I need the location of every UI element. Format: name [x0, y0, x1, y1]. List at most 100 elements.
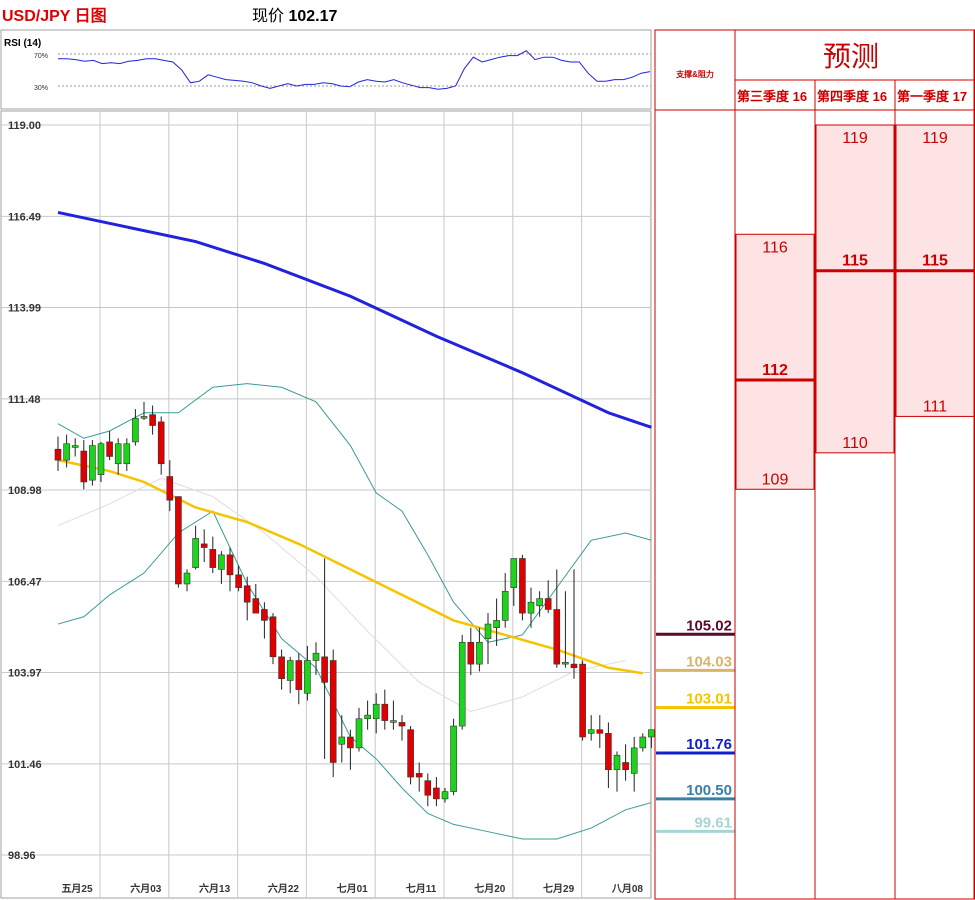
candle — [553, 569, 561, 668]
candle-body-up — [390, 720, 397, 723]
current-price-value: 102.17 — [288, 8, 338, 25]
candle — [80, 440, 88, 490]
candle-body-up — [355, 718, 363, 749]
candle — [200, 529, 208, 563]
candle-body-down — [579, 663, 586, 738]
candle — [519, 554, 526, 621]
candle-body-up — [587, 729, 595, 734]
y-tick-label: 101.46 — [8, 759, 42, 771]
candle — [622, 744, 629, 781]
chart-grid — [1, 111, 651, 898]
candle-body-down — [415, 773, 423, 778]
candle-body-up — [484, 623, 492, 639]
rsi-level-70: 70% — [34, 53, 48, 60]
candle — [97, 441, 105, 482]
candle-body-down — [407, 729, 414, 778]
forecast-low-value: 110 — [842, 435, 868, 452]
candle-body-up — [562, 662, 569, 665]
candle — [243, 576, 251, 621]
x-tick-label: 七月20 — [474, 882, 506, 895]
candle-body-down — [243, 585, 251, 603]
candle — [321, 558, 328, 759]
candle — [613, 751, 621, 792]
candle-body-up — [364, 714, 371, 720]
candle — [372, 693, 380, 734]
candle-body-down — [398, 722, 406, 727]
candle-body-down — [605, 733, 612, 771]
support-resistance-header: 支撑&阻力 — [675, 69, 714, 79]
candle-body-down — [200, 543, 208, 548]
candle-body-down — [295, 660, 303, 690]
rsi-panel: RSI (14) 70% 30% — [0, 29, 652, 110]
candle-body-up — [183, 572, 191, 585]
candle-body-up — [63, 443, 70, 461]
candle — [269, 613, 277, 665]
forecast-table: 预测 第三季度 16 116 112 109 第四季度 16 119 115 110 第一季度 … — [734, 29, 975, 900]
x-tick-label: 五月25 — [61, 883, 93, 895]
candle — [527, 587, 535, 628]
candle — [235, 565, 242, 592]
candle-body-down — [519, 558, 526, 614]
candle — [261, 602, 268, 639]
candle-body-up — [71, 445, 79, 448]
x-tick-label: 六月22 — [268, 882, 300, 895]
candle — [398, 715, 406, 741]
sr-level-value: 101.76 — [686, 736, 732, 753]
candle-body-down — [175, 496, 182, 585]
candle-body-up — [312, 652, 320, 661]
x-tick-label: 八月08 — [611, 883, 644, 895]
candle-body-down — [80, 450, 88, 483]
candle-body-up — [648, 729, 655, 738]
candle-body-down — [106, 441, 113, 457]
candle-body-up — [192, 538, 199, 568]
current-price: 现价 102.17 — [252, 2, 337, 26]
candle-body-up — [639, 736, 647, 749]
candle — [329, 649, 337, 778]
candle-body-down — [54, 448, 62, 461]
y-tick-label: 116.49 — [8, 211, 41, 223]
candle-body-down — [622, 762, 629, 771]
y-tick-label: 103.97 — [8, 668, 42, 680]
candle — [114, 438, 122, 475]
candle-body-up — [286, 660, 294, 681]
forecast-column-label: 第一季度 17 — [897, 89, 967, 104]
candle — [286, 656, 294, 694]
candle — [501, 573, 509, 628]
candle — [355, 707, 363, 752]
candle-body-up — [458, 641, 466, 727]
candle-body-down — [433, 787, 440, 800]
candle — [149, 405, 156, 435]
candle — [639, 733, 647, 752]
rsi-line — [58, 50, 651, 90]
candle — [562, 591, 569, 668]
y-tick-label: 108.98 — [8, 485, 42, 497]
candle — [226, 547, 234, 592]
candle — [278, 649, 285, 690]
candle — [467, 627, 475, 676]
forecast-range-band — [735, 233, 815, 490]
x-tick-label: 六月03 — [130, 882, 162, 895]
candle-body-down — [570, 663, 578, 669]
candle — [476, 627, 483, 672]
candle-body-up — [304, 660, 311, 694]
x-tick-label: 七月11 — [406, 882, 437, 895]
candle — [63, 434, 70, 468]
candle — [209, 536, 217, 574]
forecast-mid-value: 115 — [842, 253, 868, 270]
candle-body-up — [613, 754, 621, 771]
candlestick-series — [54, 401, 655, 807]
candle-body-up — [510, 558, 518, 588]
forecast-low-value: 109 — [762, 471, 789, 488]
candle — [312, 642, 320, 676]
candle — [157, 416, 165, 475]
candle — [484, 613, 492, 665]
candle-body-down — [329, 660, 337, 763]
candle-body-up — [123, 443, 131, 465]
candle — [304, 645, 311, 701]
candle — [450, 718, 457, 796]
candle-body-down — [166, 476, 174, 501]
candle — [596, 715, 604, 748]
candle — [433, 777, 440, 807]
candle-body-down — [261, 609, 268, 621]
candle — [218, 551, 225, 584]
